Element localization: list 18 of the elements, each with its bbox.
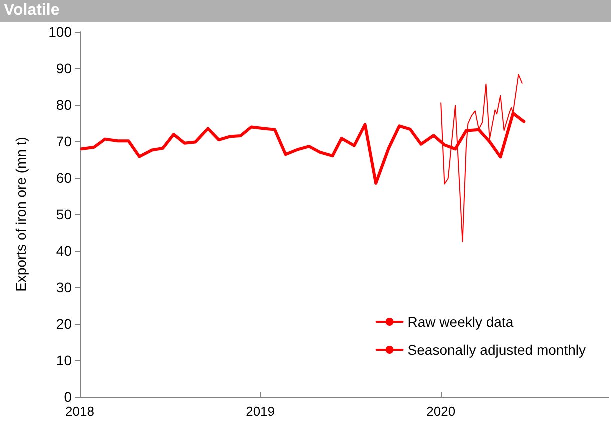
x-tick-label: 2018: [66, 404, 94, 419]
x-tick-label: 2019: [246, 404, 276, 419]
y-tick-label: 70: [56, 134, 72, 150]
y-tick-label: 60: [56, 170, 72, 186]
y-tick-label: 30: [56, 280, 72, 296]
legend-label: Raw weekly data: [408, 314, 514, 330]
y-tick-label: 0: [64, 389, 72, 405]
x-tick-label: 2020: [426, 404, 456, 419]
y-tick-label: 20: [56, 316, 72, 332]
y-tick-label: 40: [56, 243, 72, 259]
chart-title: Volatile: [0, 0, 611, 22]
y-tick-label: 80: [56, 97, 72, 113]
y-tick-label: 10: [56, 352, 72, 368]
y-axis-title: Exports of iron ore (mn t): [13, 137, 29, 292]
y-tick-label: 100: [48, 24, 72, 40]
y-tick-label: 90: [56, 60, 72, 76]
legend-label: Seasonally adjusted monthly: [408, 342, 586, 358]
y-tick-label: 50: [56, 206, 72, 222]
